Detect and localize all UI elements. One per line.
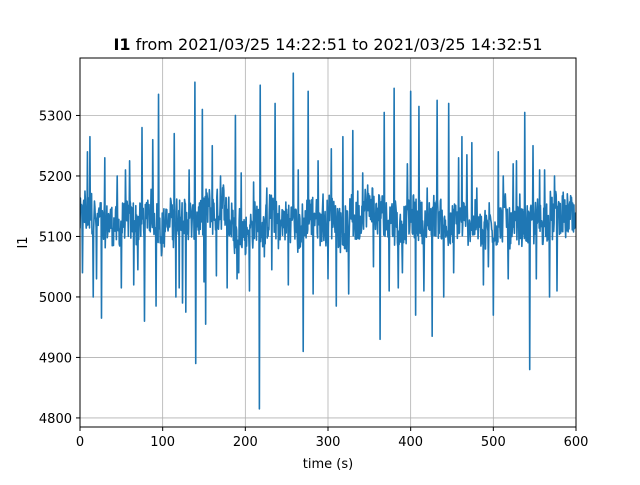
y-tick-label: 5200 xyxy=(39,170,72,185)
series-line xyxy=(80,72,576,410)
x-tick-label: 600 xyxy=(564,435,589,450)
chart-title-rest: from 2021/03/25 14:22:51 to 2021/03/25 1… xyxy=(131,35,543,54)
x-tick-label: 400 xyxy=(398,435,423,450)
chart-title: I1 from 2021/03/25 14:22:51 to 2021/03/2… xyxy=(113,35,542,54)
x-tick-label: 100 xyxy=(150,435,175,450)
y-tick-label: 5100 xyxy=(39,230,72,245)
series-layer xyxy=(80,72,576,410)
y-tick-label: 4800 xyxy=(39,412,72,427)
x-tick-label: 200 xyxy=(233,435,258,450)
chart-title-bold: I1 xyxy=(113,35,130,54)
y-tick-label: 4900 xyxy=(39,351,72,366)
x-tick-label: 500 xyxy=(481,435,506,450)
y-tick-label: 5000 xyxy=(39,291,72,306)
x-axis-label: time (s) xyxy=(303,457,353,472)
tick-layer: 0 100 200 300 400 500 600 4800 4900 5000 5100 5200 5… xyxy=(39,109,589,450)
y-axis-label: I1 xyxy=(16,236,31,248)
x-tick-label: 300 xyxy=(316,435,341,450)
y-tick-label: 5300 xyxy=(39,109,72,124)
x-tick-label: 0 xyxy=(76,435,84,450)
